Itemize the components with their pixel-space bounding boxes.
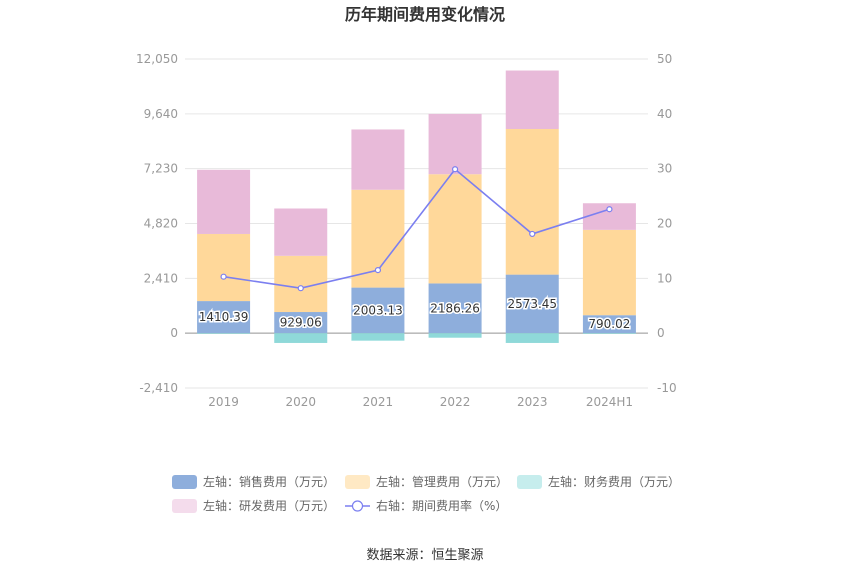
- rate-point: [451, 166, 459, 173]
- legend: 左轴：销售费用（万元） 左轴：管理费用（万元） 左轴：财务费用（万元） 左轴：研发费用…: [172, 474, 680, 513]
- right-tick-label: -10: [657, 381, 677, 395]
- bar-rd: [505, 70, 559, 129]
- bar-finance: [428, 333, 482, 338]
- bar-finance: [505, 333, 559, 343]
- legend-label-sales: 左轴：销售费用（万元）: [203, 474, 335, 489]
- bar-sales: [351, 287, 405, 334]
- rate-line: [223, 168, 610, 290]
- bar-rd: [351, 129, 405, 190]
- x-tick-label: 2024H1: [586, 395, 633, 409]
- bar-sales: [582, 315, 636, 334]
- legend-swatch-rd: [172, 499, 197, 513]
- right-tick-label: 10: [657, 271, 672, 285]
- right-axis: 50 40 30 20 10 0 -10: [657, 52, 677, 395]
- bar-series: [197, 70, 636, 343]
- bar-sales: [428, 283, 482, 334]
- legend-label-finance: 左轴：财务费用（万元）: [548, 474, 680, 489]
- x-tick-label: 2020: [285, 395, 316, 409]
- right-tick-label: 50: [657, 52, 672, 66]
- legend-swatch-finance: [517, 475, 542, 489]
- bar-admin: [582, 229, 636, 316]
- legend-swatch-point: [351, 500, 364, 512]
- x-tick-label: 2021: [363, 395, 394, 409]
- bar-rd: [274, 208, 328, 256]
- sales-data-label: 2186.26: [430, 301, 480, 315]
- source-note: 数据来源：恒生聚源: [366, 548, 483, 563]
- sales-data-label: 2003.13: [353, 303, 403, 317]
- x-tick-label: 2023: [517, 395, 548, 409]
- bar-admin: [197, 233, 251, 302]
- bar-admin: [428, 174, 482, 284]
- rate-point: [297, 285, 304, 292]
- bar-rd: [197, 169, 251, 234]
- bar-finance: [197, 333, 251, 334]
- bar-sales: [505, 274, 559, 334]
- bar-sales: [197, 301, 251, 334]
- sales-data-label: 2573.45: [507, 297, 557, 311]
- bar-finance: [582, 333, 636, 334]
- chart-title: 历年期间费用变化情况: [345, 5, 505, 24]
- left-tick-label: 7,230: [144, 162, 178, 176]
- x-axis: 2019 2020 2021 2022 2023 2024H1: [208, 395, 633, 409]
- left-tick-label: 9,640: [144, 107, 178, 121]
- left-tick-label: -2,410: [139, 381, 178, 395]
- legend-swatch-sales: [172, 475, 197, 489]
- right-tick-label: 40: [657, 107, 672, 121]
- right-tick-label: 30: [657, 162, 672, 176]
- left-tick-label: 4,820: [144, 217, 178, 231]
- legend-label-rd: 左轴：研发费用（万元）: [203, 498, 335, 513]
- bar-finance: [351, 333, 405, 341]
- sales-data-label: 1410.39: [199, 310, 249, 324]
- left-tick-label: 12,050: [136, 52, 178, 66]
- x-tick-label: 2022: [440, 395, 471, 409]
- rate-point: [529, 230, 536, 238]
- legend-swatch-admin: [345, 475, 370, 489]
- rate-point: [606, 206, 613, 213]
- legend-label-admin: 左轴：管理费用（万元）: [376, 474, 508, 489]
- bar-data-labels: 1410.39 929.06 2003.13 2186.26 2573.45 790.02: [197, 295, 632, 332]
- legend-label-rate: 右轴：期间费用率（%）: [376, 498, 507, 513]
- left-tick-label: 2,410: [144, 271, 178, 285]
- left-tick-label: 0: [170, 326, 178, 340]
- left-axis: 12,050 9,640 7,230 4,820 2,410 0 -2,410: [136, 52, 178, 395]
- sales-data-label: 790.02: [588, 317, 630, 331]
- rate-point: [220, 273, 227, 280]
- grid-lines: [185, 58, 648, 389]
- rate-point: [374, 267, 382, 274]
- bar-admin: [505, 128, 559, 275]
- bar-sales: [274, 312, 328, 334]
- sales-data-label: 929.06: [280, 316, 322, 330]
- bar-rd: [428, 113, 482, 175]
- bar-finance: [274, 333, 328, 343]
- x-tick-label: 2019: [208, 395, 239, 409]
- right-tick-label: 0: [657, 326, 665, 340]
- right-tick-label: 20: [657, 217, 672, 231]
- rate-line-series: [220, 166, 613, 292]
